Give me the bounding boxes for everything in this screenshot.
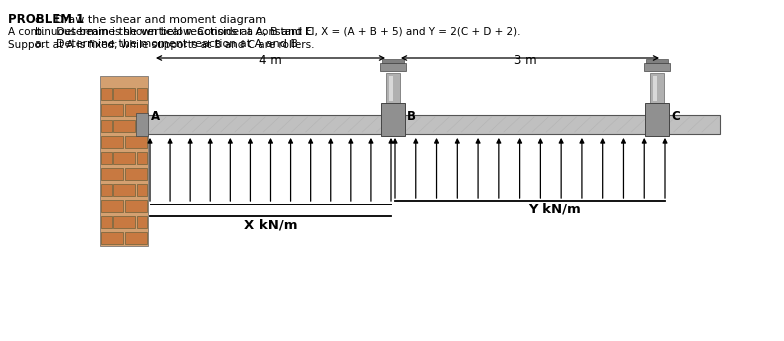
Bar — [125, 104, 147, 116]
Bar — [113, 120, 135, 132]
Bar — [125, 232, 147, 244]
Bar — [113, 216, 135, 228]
Text: a.   Determine the moment reaction at A and B: a. Determine the moment reaction at A an… — [35, 39, 298, 49]
Text: 4 m: 4 m — [260, 54, 282, 67]
Bar — [653, 76, 657, 101]
Bar — [386, 73, 400, 103]
Bar — [101, 152, 112, 164]
Bar — [113, 88, 135, 100]
Bar — [101, 88, 112, 100]
Text: A: A — [151, 110, 160, 123]
Bar — [101, 200, 123, 212]
Text: PROBLEM 1: PROBLEM 1 — [8, 13, 84, 26]
Bar — [101, 184, 112, 196]
Bar — [100, 76, 148, 246]
Bar — [645, 103, 669, 136]
Bar — [644, 63, 670, 71]
Bar — [137, 152, 147, 164]
Bar — [101, 216, 112, 228]
Text: B: B — [407, 110, 416, 123]
Bar — [380, 63, 406, 71]
Text: C: C — [671, 110, 680, 123]
Bar — [136, 113, 148, 136]
Text: c.   Draw the shear and moment diagram: c. Draw the shear and moment diagram — [35, 15, 266, 25]
Text: A continuous beam is shown below. Consider a constant EI, X = (A + B + 5) and Y : A continuous beam is shown below. Consid… — [8, 27, 521, 37]
Bar — [382, 59, 404, 63]
Text: X kN/m: X kN/m — [244, 218, 297, 231]
Bar — [137, 184, 147, 196]
Bar — [113, 152, 135, 164]
Bar — [101, 168, 123, 180]
Bar — [125, 200, 147, 212]
Text: Support at A is fixed; while supports at B and C are rollers.: Support at A is fixed; while supports at… — [8, 40, 314, 50]
Bar — [101, 232, 123, 244]
Bar — [125, 136, 147, 148]
Bar — [389, 76, 393, 101]
Bar — [143, 115, 720, 134]
Bar — [650, 73, 664, 103]
Bar — [646, 59, 668, 63]
Bar — [381, 103, 405, 136]
Text: Y kN/m: Y kN/m — [528, 203, 582, 216]
Text: 3 m: 3 m — [514, 54, 536, 67]
Bar — [113, 184, 135, 196]
Bar — [101, 120, 112, 132]
Bar — [137, 120, 147, 132]
Bar — [101, 104, 123, 116]
Bar — [137, 216, 147, 228]
Bar — [101, 136, 123, 148]
Text: b.   Determine the vertical reactions at A, B and C: b. Determine the vertical reactions at A… — [35, 27, 314, 37]
Bar — [125, 168, 147, 180]
Bar — [137, 88, 147, 100]
